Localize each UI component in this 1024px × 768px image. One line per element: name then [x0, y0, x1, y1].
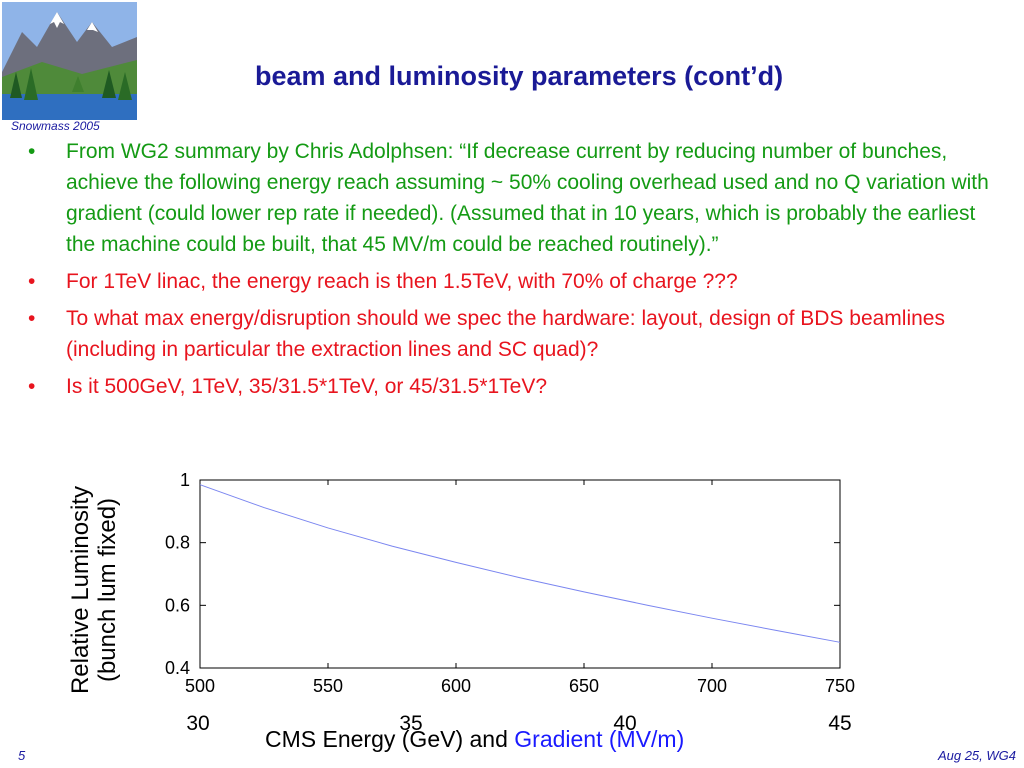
x-label-gradient: Gradient (MV/m) — [514, 726, 685, 752]
gradient-tick-label: 30 — [186, 712, 210, 735]
bullet-text: For 1TeV linac, the energy reach is then… — [66, 270, 738, 293]
snowmass-logo — [2, 2, 137, 120]
bullet-dot-icon: • — [28, 140, 36, 163]
gradient-tick-label: 45 — [828, 712, 852, 735]
slide-number: 5 — [18, 748, 26, 763]
bullet-dot-icon: • — [28, 307, 36, 330]
y-tick-label: 0.4 — [165, 658, 190, 678]
y-tick-label: 0.6 — [165, 595, 190, 615]
y-tick-label: 1 — [180, 470, 190, 490]
gradient-tick-labels: 30 35 40 45 — [0, 712, 1024, 738]
luminosity-chart: 500 550 600 650 700 750 0.4 0.6 0.8 1 — [165, 470, 855, 696]
luminosity-line — [199, 484, 841, 643]
bullet-item: • Is it 500GeV, 1TeV, 35/31.5*1TeV, or 4… — [28, 371, 998, 402]
plot-frame — [199, 479, 841, 669]
bullet-text: Is it 500GeV, 1TeV, 35/31.5*1TeV, or 45/… — [66, 375, 548, 398]
gradient-tick-label: 40 — [613, 712, 637, 735]
bullet-item: • To what max energy/disruption should w… — [28, 303, 998, 365]
y-label-line-1: Relative Luminosity — [67, 485, 94, 695]
y-tick-label: 0.8 — [165, 533, 190, 553]
bullet-dot-icon: • — [28, 270, 36, 293]
bullet-item: • For 1TeV linac, the energy reach is th… — [28, 266, 998, 297]
bullet-dot-icon: • — [28, 375, 36, 398]
bullet-list: • From WG2 summary by Chris Adolphsen: “… — [28, 136, 998, 408]
gradient-tick-label: 35 — [399, 712, 423, 735]
x-tick-label: 700 — [697, 676, 727, 696]
x-tick-label: 750 — [825, 676, 855, 696]
x-label-energy: CMS Energy (GeV) and — [265, 726, 515, 752]
slide-title: beam and luminosity parameters (cont’d) — [255, 61, 784, 91]
x-tick-label: 650 — [569, 676, 599, 696]
chart-x-axis-label: CMS Energy (GeV) and Gradient (MV/m) — [265, 726, 684, 753]
bullet-text: From WG2 summary by Chris Adolphsen: “If… — [66, 140, 989, 256]
logo-caption: Snowmass 2005 — [11, 119, 100, 133]
bullet-item: • From WG2 summary by Chris Adolphsen: “… — [28, 136, 998, 260]
x-tick-label: 600 — [441, 676, 471, 696]
footer-date: Aug 25, WG4 — [937, 748, 1016, 763]
x-tick-label: 500 — [185, 676, 215, 696]
y-label-line-2: (bunch lum fixed) — [94, 497, 121, 683]
mountain-landscape-icon — [2, 2, 137, 120]
x-tick-label: 550 — [313, 676, 343, 696]
bullet-text: To what max energy/disruption should we … — [66, 307, 945, 361]
